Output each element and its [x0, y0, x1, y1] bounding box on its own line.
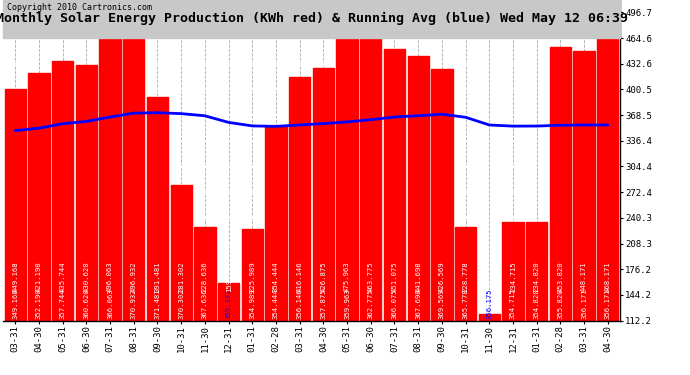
- Bar: [194, 227, 215, 375]
- Bar: [431, 69, 453, 375]
- Bar: [597, 35, 618, 375]
- Text: 365.778: 365.778: [462, 288, 469, 319]
- Text: 354.715: 354.715: [510, 288, 516, 319]
- Bar: [241, 230, 263, 375]
- Text: 228.636: 228.636: [202, 261, 208, 292]
- Bar: [313, 68, 334, 375]
- Text: 475.963: 475.963: [344, 261, 350, 292]
- Text: 234.820: 234.820: [533, 261, 540, 292]
- Text: 448.171: 448.171: [581, 261, 587, 292]
- Bar: [526, 222, 547, 375]
- Text: 120: 120: [486, 279, 492, 292]
- Bar: [455, 227, 476, 375]
- Bar: [502, 222, 524, 375]
- Bar: [337, 29, 357, 375]
- Bar: [52, 61, 73, 375]
- Bar: [573, 51, 595, 375]
- Bar: [5, 89, 26, 375]
- Text: 359.963: 359.963: [344, 288, 350, 319]
- Text: 496.063: 496.063: [107, 261, 113, 292]
- Text: 416.146: 416.146: [297, 261, 303, 292]
- Text: 356.171: 356.171: [604, 288, 611, 319]
- Bar: [123, 12, 144, 375]
- Text: 354.989: 354.989: [249, 288, 255, 319]
- Text: 360.620: 360.620: [83, 288, 90, 319]
- Text: 356.175: 356.175: [486, 288, 492, 319]
- Text: 371.481: 371.481: [155, 288, 161, 319]
- Bar: [384, 49, 405, 375]
- Text: 362.775: 362.775: [368, 288, 374, 319]
- Text: 349.168: 349.168: [12, 288, 19, 319]
- Bar: [147, 97, 168, 375]
- Bar: [266, 126, 286, 375]
- Text: 354.444: 354.444: [273, 261, 279, 292]
- Text: 496.932: 496.932: [131, 261, 137, 292]
- Text: 449.168: 449.168: [12, 261, 19, 292]
- Text: 352.190: 352.190: [36, 288, 42, 319]
- Bar: [289, 77, 311, 375]
- Bar: [28, 73, 50, 375]
- Bar: [3, 0, 620, 38]
- Text: 356.171: 356.171: [581, 288, 587, 319]
- Text: 354.820: 354.820: [533, 288, 540, 319]
- Text: 367.636: 367.636: [202, 288, 208, 319]
- Bar: [479, 314, 500, 375]
- Text: 421.190: 421.190: [36, 261, 42, 292]
- Text: 355.820: 355.820: [558, 288, 563, 319]
- Bar: [99, 13, 121, 375]
- Text: 228.778: 228.778: [462, 261, 469, 292]
- Text: 356.146: 356.146: [297, 288, 303, 319]
- Text: 359.372: 359.372: [226, 288, 232, 319]
- Text: 435.744: 435.744: [60, 261, 66, 292]
- Text: 441.698: 441.698: [415, 261, 421, 292]
- Bar: [550, 46, 571, 375]
- Text: 370.302: 370.302: [178, 288, 184, 319]
- Text: Monthly Solar Energy Production (KWh red) & Running Avg (blue) Wed May 12 06:39: Monthly Solar Energy Production (KWh red…: [0, 12, 627, 26]
- Text: 234.715: 234.715: [510, 261, 516, 292]
- Bar: [170, 185, 192, 375]
- Text: 426.875: 426.875: [320, 261, 326, 292]
- Text: 451.075: 451.075: [391, 261, 397, 292]
- Text: 468.171: 468.171: [604, 261, 611, 292]
- Text: 367.698: 367.698: [415, 288, 421, 319]
- Text: 370.932: 370.932: [131, 288, 137, 319]
- Text: 426.569: 426.569: [439, 261, 445, 292]
- Text: 357.875: 357.875: [320, 288, 326, 319]
- Text: 357.744: 357.744: [60, 288, 66, 319]
- Text: 354.444: 354.444: [273, 288, 279, 319]
- Text: 369.569: 369.569: [439, 288, 445, 319]
- Bar: [218, 283, 239, 375]
- Text: 366.063: 366.063: [107, 288, 113, 319]
- Text: 366.075: 366.075: [391, 288, 397, 319]
- Text: 281.302: 281.302: [178, 261, 184, 292]
- Text: Copyright 2010 Cartronics.com: Copyright 2010 Cartronics.com: [6, 3, 152, 12]
- Bar: [360, 39, 382, 375]
- Text: 430.620: 430.620: [83, 261, 90, 292]
- Text: 225.989: 225.989: [249, 261, 255, 292]
- Text: 453.820: 453.820: [558, 261, 563, 292]
- Bar: [76, 65, 97, 375]
- Bar: [408, 56, 429, 375]
- Text: 159.372: 159.372: [226, 261, 232, 292]
- Text: 391.481: 391.481: [155, 261, 161, 292]
- Text: 463.775: 463.775: [368, 261, 374, 292]
